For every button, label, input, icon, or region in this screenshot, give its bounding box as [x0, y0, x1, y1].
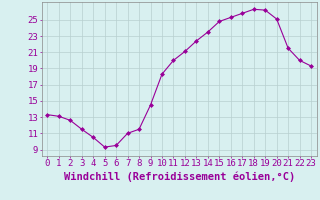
X-axis label: Windchill (Refroidissement éolien,°C): Windchill (Refroidissement éolien,°C) — [64, 171, 295, 182]
